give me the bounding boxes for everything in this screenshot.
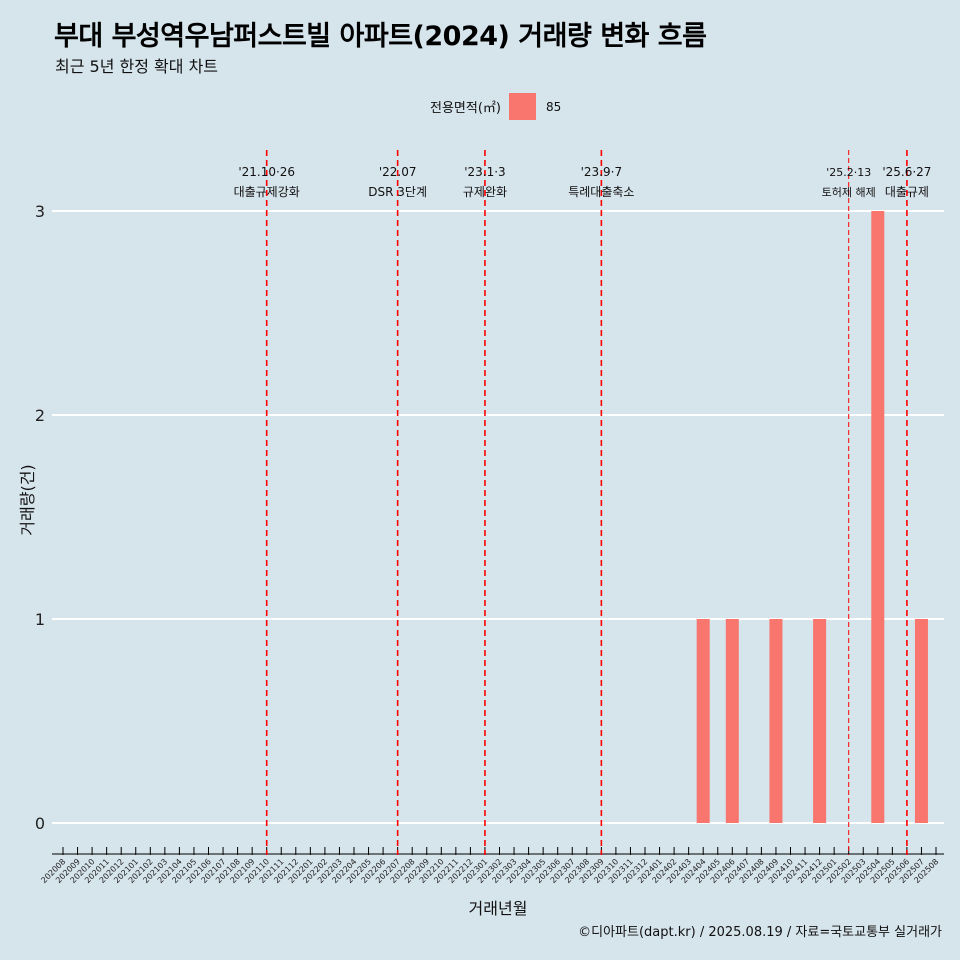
event-date-label: '23.9·7 (581, 165, 622, 179)
event-date-label: '22.07 (379, 165, 417, 179)
bar (871, 211, 885, 823)
bar (696, 619, 710, 823)
event-name-label: 대출규제강화 (234, 185, 300, 199)
event-name-label: 규제완화 (463, 185, 507, 199)
y-tick-label: 2 (35, 406, 45, 425)
y-tick-label: 3 (35, 202, 45, 221)
y-tick-label: 0 (35, 814, 45, 833)
event-name-label: 토허제 해제 (822, 185, 876, 199)
event-date-label: '23.1·3 (464, 165, 505, 179)
source-caption: ©디아파트(dapt.kr) / 2025.08.19 / 자료=국토교통부 실… (578, 925, 942, 940)
legend-key-swatch (508, 93, 536, 120)
chart-subtitle: 최근 5년 한정 확대 차트 (55, 57, 219, 76)
y-tick-label: 1 (35, 610, 45, 629)
x-axis-title: 거래년월 (469, 899, 528, 918)
bar (769, 619, 783, 823)
legend: 전용면적(㎡) 85 (430, 93, 561, 120)
bar (725, 619, 739, 823)
event-name-label: 특례대출축소 (568, 185, 634, 199)
event-date-label: '21.10·26 (238, 165, 295, 179)
y-axis-title: 거래량(건) (18, 464, 37, 535)
legend-entry-label: 85 (545, 99, 562, 114)
event-name-label: DSR 3단계 (368, 185, 427, 199)
legend-title: 전용면적(㎡) (430, 101, 501, 116)
bar (813, 619, 827, 823)
event-date-label: '25.2·13 (826, 166, 871, 179)
event-date-label: '25.6·27 (882, 165, 931, 179)
event-name-label: 대출규제 (885, 185, 929, 199)
bar (914, 619, 928, 823)
chart-title: 부대 부성역우남퍼스트빌 아파트(2024) 거래량 변화 흐름 (54, 21, 707, 52)
